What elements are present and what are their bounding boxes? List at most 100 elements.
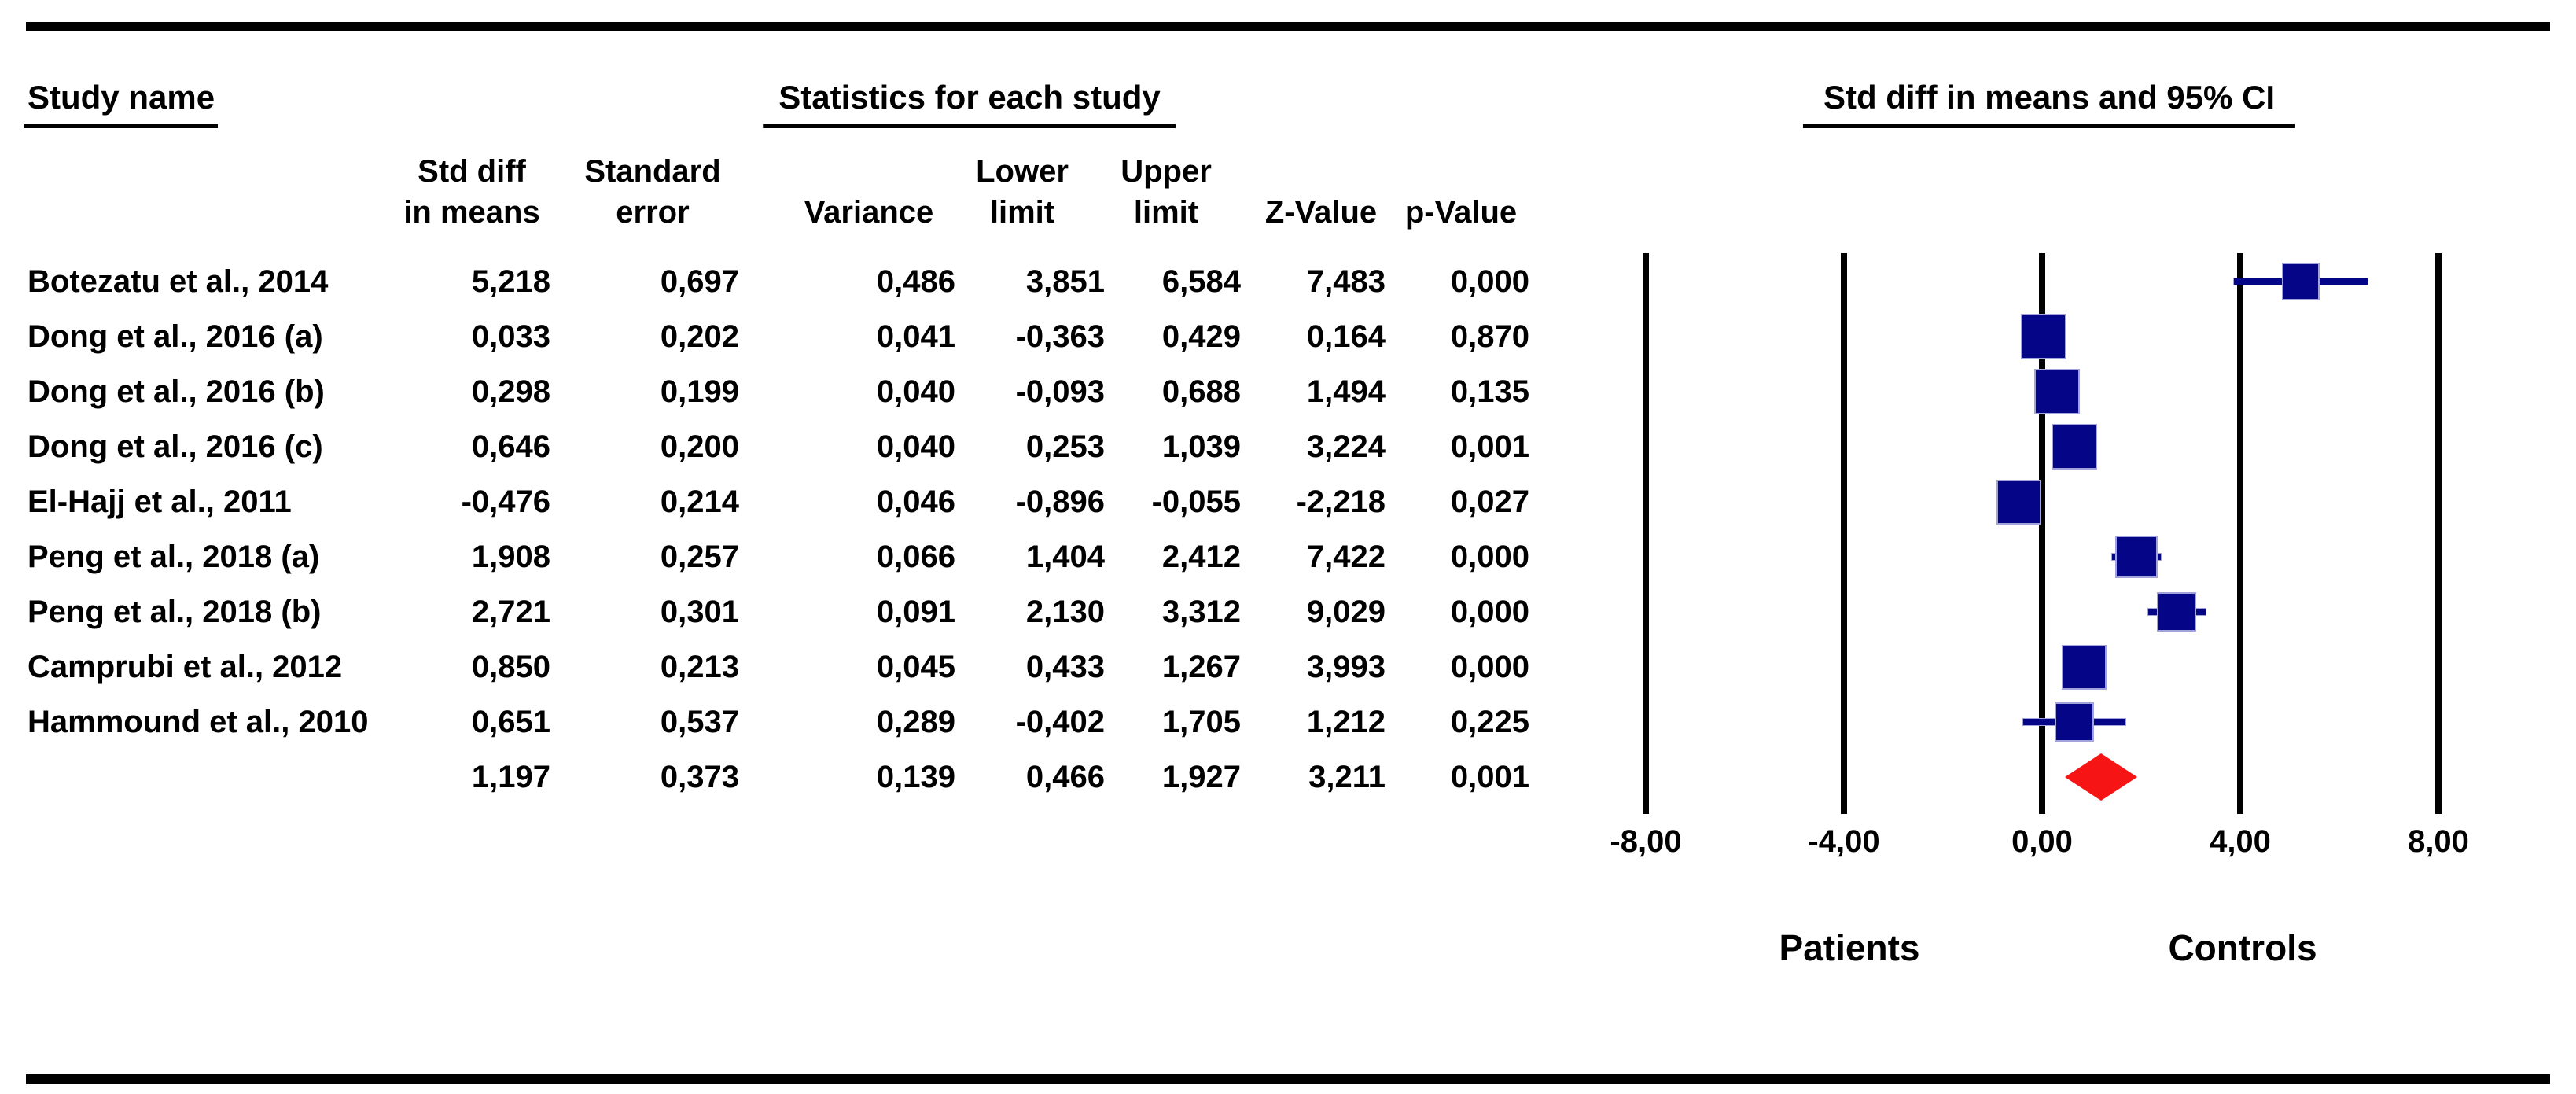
stat-value: -0,476 — [461, 484, 550, 519]
stat-value: 0,214 — [660, 484, 739, 519]
study-name: Camprubi et al., 2012 — [28, 650, 343, 684]
stat-value: 1,404 — [1025, 540, 1105, 574]
axis-gridline--8 — [1643, 253, 1649, 814]
column-header-limit-line1: Upper — [1121, 154, 1212, 189]
column-header-in-means-line2: in means — [403, 195, 540, 230]
stat-value: 0,289 — [876, 705, 955, 739]
stat-value: -0,055 — [1151, 484, 1241, 519]
stat-value: 0,486 — [876, 264, 955, 299]
stat-value: 0,433 — [1025, 650, 1105, 684]
stat-value: 0,429 — [1161, 319, 1241, 354]
stat-value: 0,870 — [1450, 319, 1529, 354]
stat-value: 0,199 — [660, 374, 739, 409]
stat-value: 0,046 — [876, 484, 955, 519]
stat-value: 5,218 — [471, 264, 550, 299]
point-estimate-square — [2033, 369, 2080, 414]
stat-value: 0,001 — [1450, 429, 1529, 464]
stat-value: 1,927 — [1161, 760, 1241, 794]
stat-value: 0,202 — [660, 319, 739, 354]
column-header-limit-line1: Lower — [976, 154, 1069, 189]
stat-value: -0,363 — [1015, 319, 1105, 354]
axis-gridline--4 — [1841, 253, 1847, 814]
stat-value: 0,298 — [471, 374, 550, 409]
stat-value: 1,908 — [471, 540, 550, 574]
point-estimate-square — [2062, 644, 2107, 690]
stat-value: 0,001 — [1450, 760, 1529, 794]
column-header-error-line2: error — [616, 195, 690, 230]
stat-value: 0,253 — [1025, 429, 1105, 464]
study-name: Dong et al., 2016 (a) — [28, 319, 323, 354]
stat-value: 1,705 — [1161, 705, 1241, 739]
study-name: Dong et al., 2016 (c) — [28, 429, 323, 464]
point-estimate-square — [2157, 592, 2197, 632]
study-name: Hammound et al., 2010 — [28, 705, 369, 739]
stat-value: 0,646 — [471, 429, 550, 464]
stat-value: 0,850 — [471, 650, 550, 684]
stat-value: 1,267 — [1161, 650, 1241, 684]
axis-tick-label: -4,00 — [1808, 824, 1880, 859]
study-name: El-Hajj et al., 2011 — [28, 484, 292, 519]
stat-value: 3,224 — [1306, 429, 1386, 464]
stat-value: 0,373 — [660, 760, 739, 794]
stat-value: 1,039 — [1161, 429, 1241, 464]
stat-value: 1,494 — [1306, 374, 1386, 409]
stat-value: 0,537 — [660, 705, 739, 739]
point-estimate-square — [2055, 702, 2094, 742]
controls-group-label: Controls — [2168, 927, 2317, 968]
study-name: Dong et al., 2016 (b) — [28, 374, 325, 409]
stat-value: 0,135 — [1450, 374, 1529, 409]
column-header-in-means-line1: Std diff — [418, 154, 526, 189]
stat-value: 9,029 — [1306, 595, 1386, 629]
stat-value: 0,000 — [1450, 595, 1529, 629]
axis-gridline-0 — [2039, 253, 2045, 814]
column-header-limit-line2: limit — [989, 195, 1055, 230]
stat-value: 2,721 — [471, 595, 550, 629]
stat-value: 0,000 — [1450, 540, 1529, 574]
axis-tick-label: 8,00 — [2408, 824, 2469, 859]
axis-gridline-8 — [2435, 253, 2442, 814]
stat-value: 6,584 — [1161, 264, 1241, 299]
stat-value: 0,225 — [1450, 705, 1529, 739]
stat-value: 0,213 — [660, 650, 739, 684]
column-header-variance-line2: Variance — [804, 195, 934, 230]
stat-value: 0,200 — [660, 429, 739, 464]
stat-value: 0,027 — [1450, 484, 1529, 519]
point-estimate-square — [2115, 536, 2158, 578]
stat-value: 2,130 — [1025, 595, 1105, 629]
stat-value: 0,466 — [1025, 760, 1105, 794]
stat-value: 0,688 — [1161, 374, 1241, 409]
stat-value: -0,402 — [1015, 705, 1105, 739]
stat-value: 0,697 — [660, 264, 739, 299]
stat-value: 3,211 — [1308, 760, 1386, 794]
statistics-column-title: Statistics for each study — [763, 79, 1176, 128]
overall-diamond — [2065, 753, 2138, 801]
column-header-z-value-line2: Z-Value — [1264, 195, 1378, 230]
study-name: Peng et al., 2018 (b) — [28, 595, 322, 629]
stat-value: 0,651 — [471, 705, 550, 739]
stat-value: 0,091 — [876, 595, 955, 629]
axis-tick-label: -8,00 — [1610, 824, 1682, 859]
study-name-column-title: Study name — [24, 79, 219, 128]
column-header-p-value-line2: p-Value — [1404, 195, 1518, 230]
stat-value: 1,197 — [471, 760, 550, 794]
stat-value: 0,301 — [660, 595, 739, 629]
stat-value: 1,212 — [1306, 705, 1386, 739]
stat-value: 3,312 — [1161, 595, 1241, 629]
stat-value: 0,040 — [876, 374, 955, 409]
patients-group-label: Patients — [1779, 927, 1920, 968]
stat-value: 0,000 — [1450, 650, 1529, 684]
study-name: Botezatu et al., 2014 — [28, 264, 329, 299]
stat-value: 7,422 — [1306, 540, 1386, 574]
stat-value: 0,139 — [876, 760, 955, 794]
point-estimate-square — [1996, 479, 2041, 525]
column-header-limit-line2: limit — [1133, 195, 1199, 230]
stat-value: -0,093 — [1015, 374, 1105, 409]
stat-value: 0,045 — [876, 650, 955, 684]
stat-value: 0,033 — [471, 319, 550, 354]
stat-value: 0,164 — [1306, 319, 1386, 354]
stat-value: 0,066 — [876, 540, 955, 574]
stat-value: 0,257 — [660, 540, 739, 574]
point-estimate-square — [2281, 263, 2320, 300]
column-header-error-line1: Standard — [584, 154, 721, 189]
